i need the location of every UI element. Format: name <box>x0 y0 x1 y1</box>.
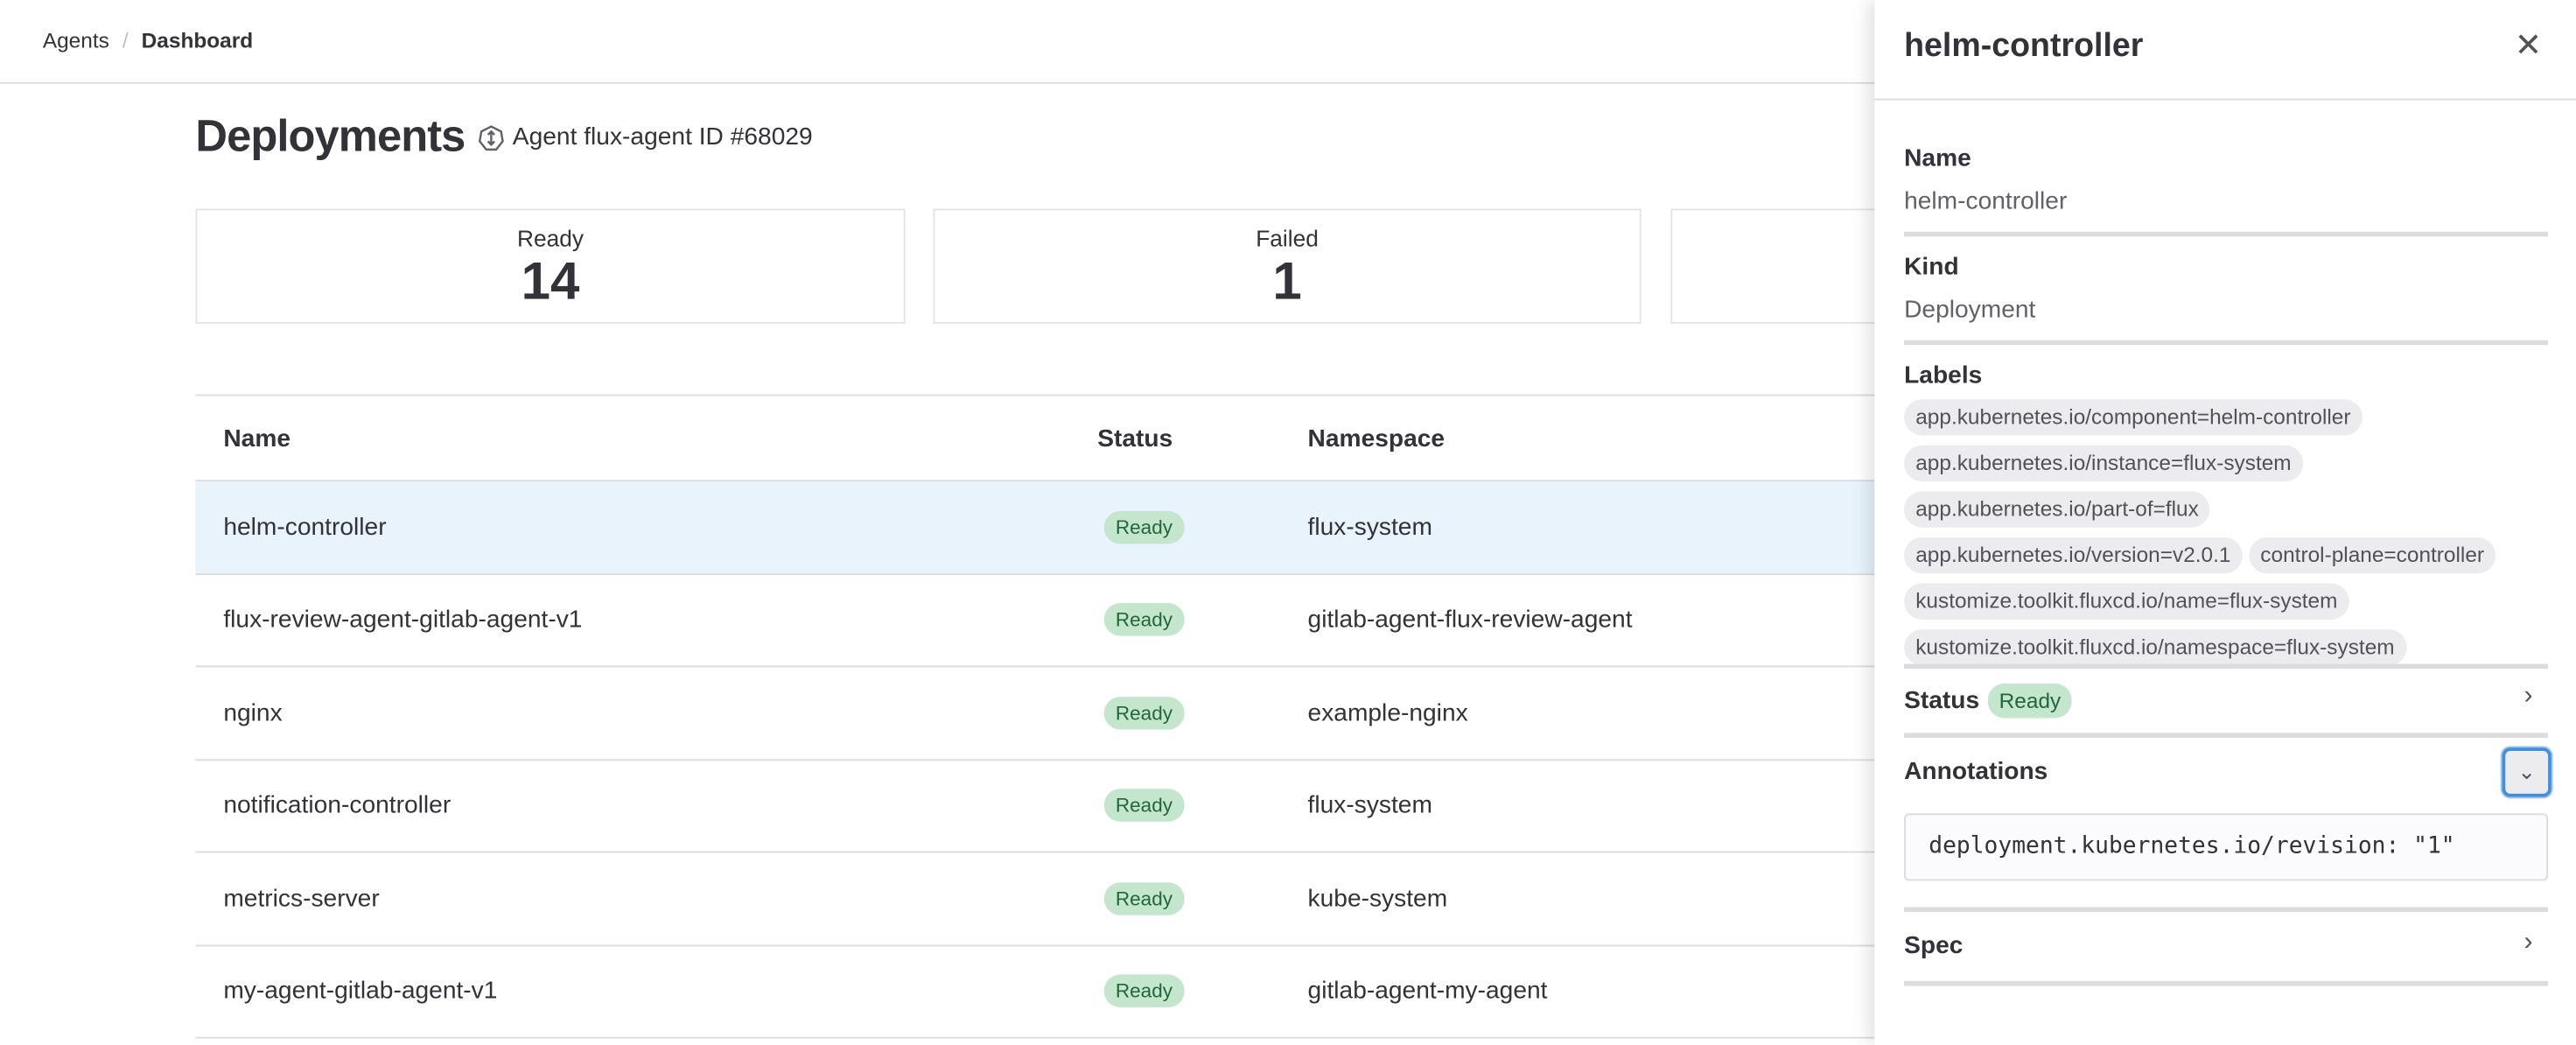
row-name: helm-controller <box>223 513 387 542</box>
row-namespace: flux-system <box>1307 791 1432 820</box>
label-chip: kustomize.toolkit.fluxcd.io/namespace=fl… <box>1904 629 2406 666</box>
row-namespace: gitlab-agent-my-agent <box>1307 977 1548 1006</box>
kubernetes-agent-icon <box>478 124 504 151</box>
row-namespace: example-nginx <box>1307 698 1468 727</box>
table-row[interactable]: my-agent-gitlab-agent-v1 Ready gitlab-agen… <box>195 946 1888 1039</box>
row-name: nginx <box>223 698 283 727</box>
table-row[interactable]: metrics-server Ready kube-system <box>195 852 1888 946</box>
table-row[interactable]: helm-controller Ready flux-system <box>195 481 1888 575</box>
status-badge: Ready <box>1103 789 1185 823</box>
name-label: Name <box>1904 144 1971 173</box>
drawer-header-divider <box>1874 98 2576 101</box>
table-row[interactable]: nginx Ready example-nginx <box>195 667 1888 761</box>
spec-section-toggle[interactable]: Spec <box>1904 931 1964 960</box>
breadcrumb-agents[interactable]: Agents <box>42 27 109 53</box>
column-status: Status <box>1097 424 1173 452</box>
row-namespace: gitlab-agent-flux-review-agent <box>1307 606 1633 635</box>
row-namespace: kube-system <box>1307 884 1448 913</box>
label-chip: app.kubernetes.io/instance=flux-system <box>1904 445 2303 482</box>
table-row[interactable]: notification-controller Ready flux-system <box>195 760 1888 853</box>
annotations-code: deployment.kubernetes.io/revision: "1" <box>1904 813 2549 881</box>
chevron-down-icon: ⌄ <box>2517 759 2536 784</box>
column-namespace: Namespace <box>1307 424 1446 452</box>
annotations-label: Annotations <box>1904 757 2048 786</box>
details-drawer: helm-controller ✕ Name helm-controller K… <box>1874 0 2576 1045</box>
label-chip: control-plane=controller <box>2249 537 2496 574</box>
card-value: 1 <box>1272 251 1302 311</box>
status-badge: Ready <box>1103 974 1185 1008</box>
breadcrumb-separator: / <box>122 27 129 53</box>
status-badge: Ready <box>1987 684 2073 719</box>
header-divider <box>0 81 2576 84</box>
row-name: flux-review-agent-gitlab-agent-v1 <box>223 606 583 635</box>
deployments-table: Name Status Namespace helm-controller Rea… <box>195 394 1888 1039</box>
row-name: my-agent-gitlab-agent-v1 <box>223 977 498 1006</box>
divider <box>1904 980 2549 986</box>
status-badge: Ready <box>1103 696 1185 730</box>
chevron-right-icon[interactable]: › <box>2524 682 2533 711</box>
summary-card-failed[interactable]: Failed 1 <box>933 208 1642 324</box>
row-name: metrics-server <box>223 884 380 913</box>
label-chip: app.kubernetes.io/version=v2.0.1 <box>1904 537 2243 574</box>
divider <box>1904 231 2549 237</box>
close-icon[interactable]: ✕ <box>2514 27 2543 65</box>
divider <box>1904 907 2549 913</box>
card-value: 14 <box>521 251 580 311</box>
kind-label: Kind <box>1904 253 1959 282</box>
divider <box>1904 663 2549 670</box>
kind-value: Deployment <box>1904 295 2036 324</box>
card-label: Failed <box>1256 225 1319 252</box>
breadcrumb-dashboard: Dashboard <box>141 27 254 53</box>
labels-label: Labels <box>1904 361 1983 389</box>
card-label: Ready <box>516 225 584 252</box>
label-chip: app.kubernetes.io/part-of=flux <box>1904 491 2210 528</box>
labels-list: app.kubernetes.io/component=helm-control… <box>1904 399 2548 670</box>
breadcrumb: Agents / Dashboard <box>43 28 253 53</box>
status-badge: Ready <box>1103 881 1185 915</box>
label-chip: app.kubernetes.io/component=helm-control… <box>1904 399 2362 436</box>
agent-label: Agent flux-agent ID #68029 <box>512 123 813 151</box>
row-namespace: flux-system <box>1307 513 1432 542</box>
drawer-title: helm-controller <box>1904 27 2144 65</box>
table-row[interactable]: flux-review-agent-gitlab-agent-v1 Ready gi… <box>195 574 1888 668</box>
summary-card-ready[interactable]: Ready 14 <box>195 208 906 324</box>
agent-info: Agent flux-agent ID #68029 <box>478 123 813 151</box>
divider <box>1904 733 2549 739</box>
name-value: helm-controller <box>1904 187 2068 215</box>
annotations-collapse-button[interactable]: ⌄ <box>2502 747 2552 797</box>
row-name: notification-controller <box>223 791 452 820</box>
divider <box>1904 340 2549 346</box>
chevron-right-icon[interactable]: › <box>2524 928 2533 957</box>
label-chip: kustomize.toolkit.fluxcd.io/name=flux-sy… <box>1904 583 2349 620</box>
status-label: Status <box>1904 686 1980 715</box>
status-badge: Ready <box>1103 510 1185 544</box>
table-header: Name Status Namespace <box>195 396 1888 482</box>
status-section-toggle[interactable]: Status Ready <box>1904 684 2073 719</box>
column-name: Name <box>223 424 291 452</box>
page-title: Deployments <box>195 111 466 161</box>
status-badge: Ready <box>1103 603 1185 637</box>
